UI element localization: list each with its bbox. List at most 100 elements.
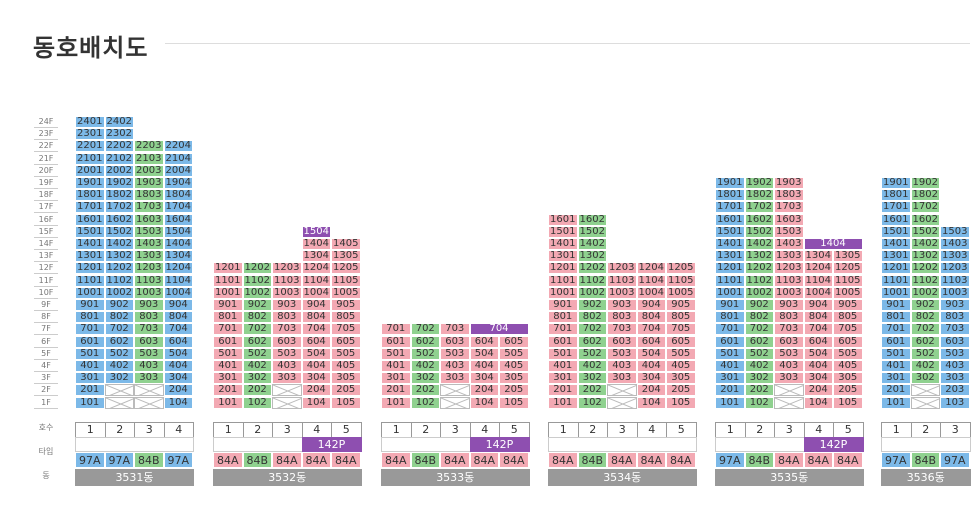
unit-cell[interactable]: 1005: [666, 286, 696, 299]
unit-cell[interactable]: 2203: [134, 140, 164, 153]
unit-cell[interactable]: 105: [666, 396, 696, 409]
unit-cell[interactable]: 2202: [104, 140, 134, 153]
unit-cell[interactable]: 804: [803, 311, 833, 324]
unit-cell[interactable]: 903: [134, 299, 164, 311]
unit-cell[interactable]: 1902: [744, 177, 774, 189]
unit-cell[interactable]: 204: [163, 384, 193, 397]
unit-cell[interactable]: 701: [381, 323, 411, 336]
unit-cell[interactable]: 1802: [744, 189, 774, 202]
unit-cell[interactable]: 603: [440, 335, 470, 348]
unit-cell[interactable]: 1401: [715, 238, 745, 250]
unit-cell[interactable]: 803: [774, 311, 804, 324]
unit-cell[interactable]: 101: [213, 396, 243, 409]
unit-cell[interactable]: 1804: [163, 189, 193, 202]
unit-cell[interactable]: 804: [301, 311, 331, 324]
unit-cell[interactable]: 702: [242, 323, 272, 336]
unit-cell[interactable]: 1601: [75, 213, 105, 226]
unit-cell[interactable]: 2004: [163, 164, 193, 177]
unit-cell[interactable]: 502: [577, 347, 607, 360]
unit-cell[interactable]: 605: [499, 335, 529, 348]
unit-cell[interactable]: 201: [381, 384, 411, 397]
unit-cell[interactable]: 701: [75, 323, 105, 336]
unit-cell[interactable]: 704: [469, 323, 529, 336]
unit-cell[interactable]: 1503: [134, 225, 164, 238]
unit-cell[interactable]: 805: [833, 311, 863, 324]
unit-cell[interactable]: 1603: [134, 213, 164, 226]
unit-cell[interactable]: 601: [75, 335, 105, 348]
unit-cell[interactable]: 1104: [803, 274, 833, 287]
unit-cell[interactable]: 601: [548, 335, 578, 348]
unit-cell[interactable]: 1802: [910, 189, 940, 202]
unit-cell[interactable]: 605: [833, 335, 863, 348]
unit-cell[interactable]: 1103: [272, 274, 302, 287]
unit-cell[interactable]: 201: [75, 384, 105, 397]
building-name[interactable]: 3531동: [75, 469, 194, 486]
unit-cell[interactable]: 1403: [940, 238, 970, 250]
unit-cell[interactable]: 1102: [242, 274, 272, 287]
unit-cell[interactable]: 505: [331, 347, 361, 360]
unit-cell[interactable]: 701: [881, 323, 911, 336]
unit-cell[interactable]: 905: [666, 299, 696, 311]
unit-cell[interactable]: 305: [499, 372, 529, 385]
unit-cell[interactable]: 1205: [331, 262, 361, 275]
unit-cell[interactable]: 401: [213, 360, 243, 372]
unit-cell[interactable]: 1602: [104, 213, 134, 226]
unit-cell[interactable]: 1103: [134, 274, 164, 287]
unit-cell[interactable]: 703: [940, 323, 970, 336]
unit-cell[interactable]: 1904: [163, 177, 193, 189]
unit-cell[interactable]: 502: [104, 347, 134, 360]
unit-cell[interactable]: 904: [803, 299, 833, 311]
unit-cell[interactable]: 102: [410, 396, 440, 409]
unit-cell[interactable]: 501: [381, 347, 411, 360]
unit-cell[interactable]: 902: [910, 299, 940, 311]
unit-cell[interactable]: 1004: [636, 286, 666, 299]
unit-cell[interactable]: 1005: [331, 286, 361, 299]
unit-cell[interactable]: 1502: [910, 225, 940, 238]
unit-cell[interactable]: 802: [104, 311, 134, 324]
unit-cell[interactable]: 904: [163, 299, 193, 311]
unit-cell[interactable]: 1003: [940, 286, 970, 299]
unit-cell[interactable]: 1501: [548, 225, 578, 238]
unit-cell[interactable]: 1101: [881, 274, 911, 287]
unit-cell[interactable]: 404: [636, 360, 666, 372]
unit-cell[interactable]: 1501: [75, 225, 105, 238]
unit-cell[interactable]: 603: [134, 335, 164, 348]
unit-cell[interactable]: 1305: [331, 250, 361, 263]
unit-cell[interactable]: 302: [577, 372, 607, 385]
unit-cell[interactable]: 501: [213, 347, 243, 360]
unit-cell[interactable]: 1801: [881, 189, 911, 202]
unit-cell[interactable]: 604: [469, 335, 499, 348]
unit-cell[interactable]: 901: [715, 299, 745, 311]
unit-cell[interactable]: 602: [242, 335, 272, 348]
unit-cell[interactable]: 505: [499, 347, 529, 360]
unit-cell[interactable]: 304: [469, 372, 499, 385]
unit-cell[interactable]: 1602: [577, 213, 607, 226]
unit-cell[interactable]: 201: [881, 384, 911, 397]
unit-cell[interactable]: 202: [410, 384, 440, 397]
unit-cell[interactable]: 602: [104, 335, 134, 348]
unit-cell[interactable]: 805: [331, 311, 361, 324]
unit-cell[interactable]: 1602: [910, 213, 940, 226]
unit-cell[interactable]: 303: [134, 372, 164, 385]
unit-cell[interactable]: 1003: [607, 286, 637, 299]
unit-cell[interactable]: 204: [636, 384, 666, 397]
unit-cell[interactable]: 1602: [744, 213, 774, 226]
unit-cell[interactable]: 405: [499, 360, 529, 372]
unit-cell[interactable]: 2401: [75, 116, 105, 128]
unit-cell[interactable]: 301: [213, 372, 243, 385]
unit-cell[interactable]: 404: [163, 360, 193, 372]
unit-cell[interactable]: 402: [910, 360, 940, 372]
unit-cell[interactable]: 405: [331, 360, 361, 372]
unit-cell[interactable]: 102: [577, 396, 607, 409]
unit-cell[interactable]: 1001: [548, 286, 578, 299]
unit-cell[interactable]: 1803: [134, 189, 164, 202]
unit-cell[interactable]: 1103: [774, 274, 804, 287]
unit-cell[interactable]: 801: [213, 311, 243, 324]
unit-cell[interactable]: 1703: [134, 201, 164, 214]
unit-cell[interactable]: 301: [381, 372, 411, 385]
unit-cell[interactable]: 604: [163, 335, 193, 348]
unit-cell[interactable]: 1204: [636, 262, 666, 275]
unit-cell[interactable]: 201: [715, 384, 745, 397]
unit-cell[interactable]: 703: [607, 323, 637, 336]
unit-cell[interactable]: 802: [910, 311, 940, 324]
